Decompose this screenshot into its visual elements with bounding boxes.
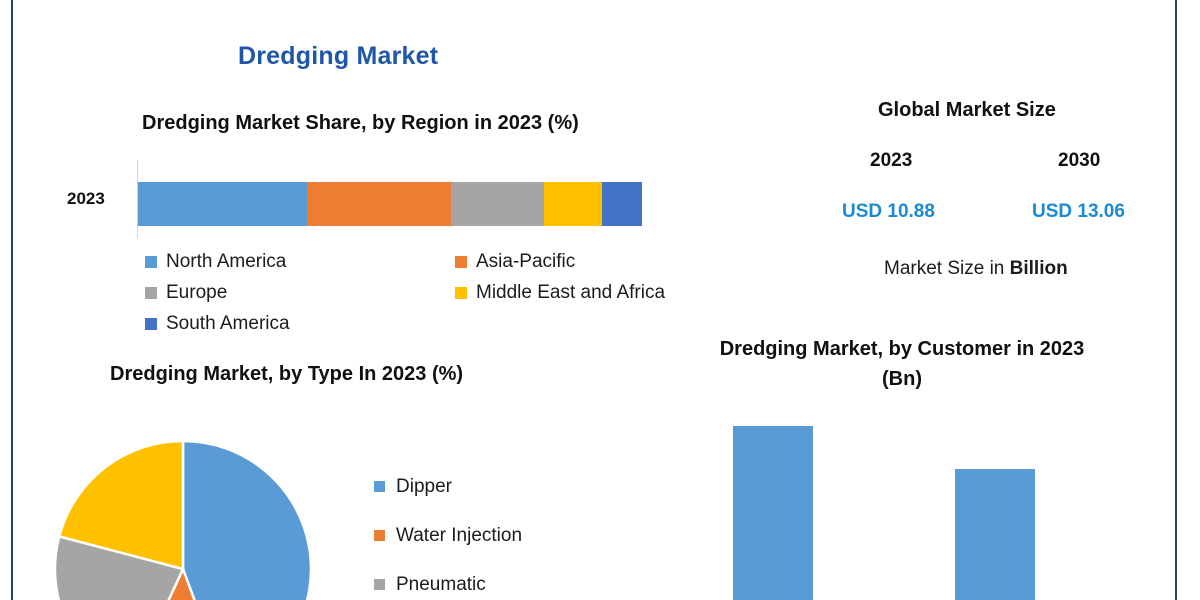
region-chart-axis [137,160,138,238]
type-legend-label: Dipper [396,475,452,497]
global-market-size-title: Global Market Size [878,99,1056,121]
pie-slice: Dipper: 44.4% [181,439,313,600]
region-legend-label: North America [166,250,287,272]
type-pie-chart: Dipper: 44.4%Water Injection: 12.5%Pneum… [53,439,313,600]
pie-slice: Water Injection: 12.5% [167,565,196,600]
frame-border-left [11,0,13,600]
global-market-size-value-start: USD 10.88 [842,201,935,222]
region-bar-segment [306,182,452,226]
customer-title-line-1: Dredging Market, by Customer in 2023 [719,338,1085,360]
legend-color-swatch-icon [374,530,385,541]
region-bar-segment [544,182,603,226]
region-legend-item: South America [145,311,455,336]
unit-prefix-text: Market Size in [884,258,1010,279]
type-legend-item: Pneumatic [374,560,604,600]
type-legend: Dipper Water Injection Pneumatic [374,462,604,600]
region-legend: North America Asia-Pacific Europe Middle Ea… [145,249,705,336]
legend-color-swatch-icon [145,255,157,268]
pie-slice: Suction: 20.9% [57,439,185,571]
legend-color-swatch-icon [374,481,385,492]
region-legend-label: Middle East and Africa [476,281,666,303]
customer-title-line-2: (Bn) [882,368,922,390]
region-legend-label: South America [166,312,290,334]
region-legend-label: Europe [166,281,228,303]
region-chart-title: Dredging Market Share, by Region in 2023… [142,112,579,134]
legend-color-swatch-icon [455,255,467,268]
global-market-size-unit: Market Size in Billion [884,258,1068,280]
customer-chart-title: Dredging Market, by Customer in 2023 (Bn… [677,334,1127,394]
region-legend-item: North America [145,249,455,274]
frame-border-right [1175,0,1177,600]
legend-color-swatch-icon [145,286,157,299]
region-bar-segment [138,182,307,226]
global-market-size-year-end: 2030 [1058,150,1101,171]
type-legend-item: Water Injection [374,511,604,560]
region-bar-segment [451,182,545,226]
global-market-size-year-start: 2023 [870,150,913,171]
type-chart-title: Dredging Market, by Type In 2023 (%) [110,363,464,385]
pie-slice: Pneumatic: 22.2% [53,534,185,600]
customer-bar [955,469,1035,600]
type-legend-item: Dipper [374,462,604,511]
customer-bar [733,426,813,600]
region-category-label: 2023 [67,189,105,208]
page-title: Dredging Market [238,42,439,70]
legend-color-swatch-icon [374,579,385,590]
region-bar-segment [602,182,642,226]
region-stacked-bar [138,182,642,226]
customer-bar-chart [660,400,1140,600]
global-market-size-value-end: USD 13.06 [1032,201,1125,222]
type-legend-label: Water Injection [396,524,523,546]
region-legend-item: Asia-Pacific [455,249,705,274]
region-legend-item: Europe [145,280,455,305]
type-legend-label: Pneumatic [396,573,486,595]
unit-bold-text: Billion [1009,258,1068,279]
region-legend-label: Asia-Pacific [476,250,576,272]
type-pie-svg: Dipper: 44.4%Water Injection: 12.5%Pneum… [53,439,313,600]
legend-color-swatch-icon [455,286,467,299]
legend-color-swatch-icon [145,317,157,330]
region-stacked-bar-chart: 2023 [60,160,660,240]
region-legend-item: Middle East and Africa [455,280,705,305]
